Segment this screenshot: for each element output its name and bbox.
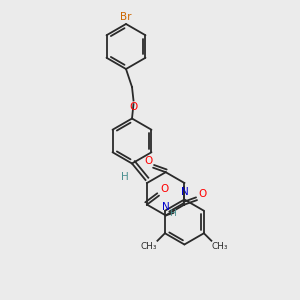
Text: H: H — [169, 209, 176, 218]
Text: O: O — [144, 156, 152, 166]
Text: Br: Br — [120, 13, 132, 22]
Text: H: H — [121, 172, 128, 182]
Text: O: O — [129, 102, 138, 112]
Text: CH₃: CH₃ — [140, 242, 157, 251]
Text: CH₃: CH₃ — [212, 242, 229, 251]
Text: O: O — [198, 189, 206, 199]
Text: N: N — [162, 202, 170, 212]
Text: N: N — [181, 187, 188, 196]
Text: O: O — [160, 184, 169, 194]
